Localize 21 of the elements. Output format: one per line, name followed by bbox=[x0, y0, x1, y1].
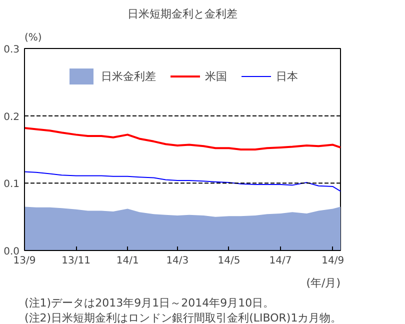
text: (注1)データは2013年9月1日～2014年9月10日。 bbox=[24, 296, 274, 310]
line-series bbox=[24, 171, 340, 192]
y-tick-label: 0.2 bbox=[4, 112, 20, 123]
line-series bbox=[24, 126, 340, 150]
legend-label: 日米金利差 bbox=[101, 68, 156, 84]
x-tick-label: 14/7 bbox=[269, 256, 292, 266]
x-tick-label: 13/11 bbox=[62, 256, 90, 266]
x-tick-label: 14/3 bbox=[166, 256, 189, 266]
y-tick-label: 0.1 bbox=[4, 179, 20, 190]
x-tick-label: 13/9 bbox=[13, 256, 36, 266]
legend-label: 米国 bbox=[205, 68, 227, 84]
legend-label: 日本 bbox=[276, 68, 298, 84]
x-tick-label: 14/5 bbox=[218, 256, 240, 266]
x-tick-label: 14/9 bbox=[322, 256, 344, 266]
y-axis-title: (%) bbox=[24, 32, 42, 44]
y-tick-label: 0.3 bbox=[4, 44, 20, 56]
text: (注2)日米短期金利はロンドン銀行間取引金利(LIBOR)1カ月物。 bbox=[24, 312, 342, 324]
x-axis-title: (年/月) bbox=[306, 276, 341, 290]
x-tick-label: 14/1 bbox=[116, 256, 139, 266]
y-tick-label: 0.0 bbox=[4, 246, 20, 258]
chart-title: 日米短期金利と金利差 bbox=[128, 8, 238, 20]
